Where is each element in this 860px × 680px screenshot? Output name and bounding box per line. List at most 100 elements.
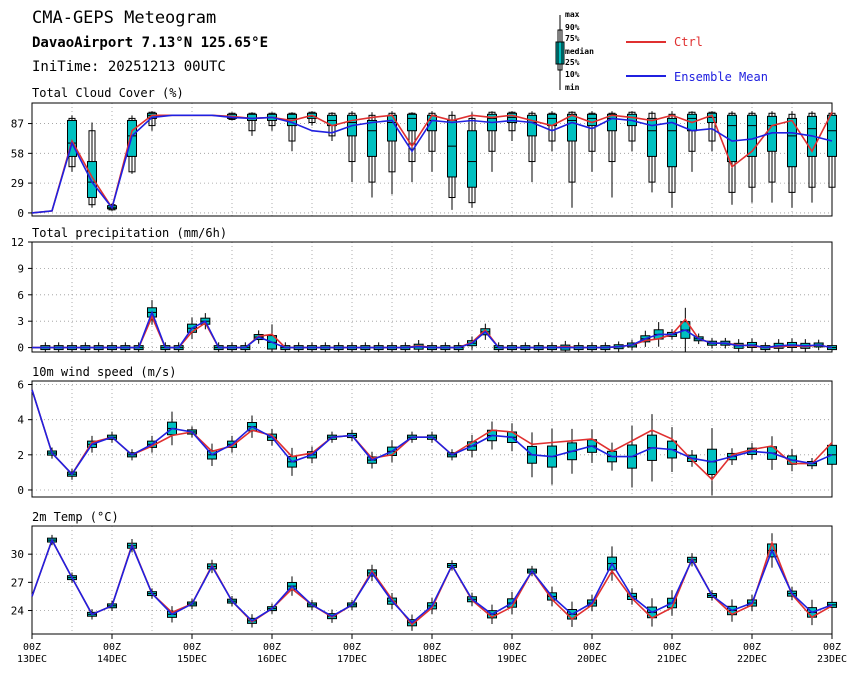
box-iqr: [827, 114, 837, 157]
box-iqr: [427, 114, 437, 132]
box-p10-p90: [288, 112, 296, 142]
y-tick-label: 4: [17, 414, 24, 427]
box-22: [467, 112, 477, 208]
box-2: [67, 115, 77, 172]
box-iqr: [707, 112, 717, 124]
x-tick-date-5: 18DEC: [417, 654, 447, 665]
x-tick-date-9: 22DEC: [737, 654, 767, 665]
x-tick-hour-1: 00Z: [103, 642, 121, 653]
x-tick-date-6: 19DEC: [497, 654, 527, 665]
box-iqr: [607, 113, 617, 132]
legend-inner-box: [557, 29, 563, 71]
box-p10-p90: [688, 111, 696, 152]
box-13: [287, 112, 297, 152]
y-tick-label: 6: [17, 379, 24, 392]
box-p10-p90: [488, 111, 496, 152]
box-iqr: [747, 114, 757, 157]
box-34: [707, 111, 717, 152]
box-iqr: [507, 112, 517, 124]
location-label: DavaoAirport 7.13°N 125.65°E: [32, 35, 268, 51]
x-tick-hour-7: 00Z: [583, 642, 601, 653]
box-iqr: [567, 113, 577, 142]
box-p10-p90: [148, 111, 156, 127]
y-tick-label: 6: [17, 289, 24, 302]
panel-3: 2m Temp (°C) 24 27 30: [11, 510, 837, 635]
mean-line: [32, 310, 833, 349]
x-tick-hour-2: 00Z: [183, 642, 201, 653]
x-tick-hour-6: 00Z: [503, 642, 521, 653]
y-tick-label: 0: [17, 207, 24, 220]
box-29: [607, 111, 617, 198]
legend-ctrl-label: Ctrl: [674, 35, 703, 49]
panel-title-2: 10m wind speed (m/s): [32, 365, 177, 379]
y-tick-label: 9: [17, 262, 24, 275]
box-p10-p90: [708, 111, 716, 142]
panel-title-0: Total Cloud Cover (%): [32, 86, 184, 100]
legend-label-6: min: [565, 82, 580, 92]
x-tick-date-7: 20DEC: [577, 654, 607, 665]
box-p10-p90: [608, 112, 616, 163]
box-36: [747, 111, 757, 203]
panel-2: 10m wind speed (m/s) 0 2 4 6: [17, 365, 837, 498]
y-tick-label: 87: [11, 118, 24, 131]
box-p10-p90: [548, 112, 556, 142]
box-iqr: [407, 113, 417, 132]
y-tick-label: 24: [11, 605, 25, 618]
box-iqr: [87, 161, 97, 199]
box-33: [687, 111, 697, 172]
box-32: [667, 111, 677, 208]
legend-box: [555, 41, 565, 65]
box-p10-p90: [408, 112, 416, 163]
box-iqr: [787, 117, 797, 168]
panel-0: Total Cloud Cover (%) 0 29 58 87: [11, 86, 837, 220]
mean-line: [31, 389, 833, 476]
box-17: [367, 112, 377, 198]
x-tick-hour-0: 00Z: [23, 642, 41, 653]
y-tick-label: 58: [11, 147, 24, 160]
box-12: [267, 112, 277, 131]
box-23: [487, 111, 497, 172]
y-tick-label: 0: [17, 342, 24, 355]
box-39: [807, 111, 817, 203]
box-iqr: [527, 114, 537, 137]
x-tick-date-3: 16DEC: [257, 654, 287, 665]
mean-line: [31, 538, 833, 624]
box-27: [567, 111, 577, 208]
x-tick-date-1: 14DEC: [97, 654, 127, 665]
box-p10-p90: [348, 112, 356, 163]
x-tick-hour-9: 00Z: [743, 642, 761, 653]
legend: max 90% 75% median 25% 10% min Ctrl Ensemble Mea…: [555, 10, 768, 92]
x-tick-date-2: 15DEC: [177, 654, 207, 665]
box-iqr: [367, 119, 377, 157]
box-p10-p90: [428, 112, 436, 152]
box-35: [727, 111, 737, 205]
box-iqr: [647, 117, 657, 157]
y-tick-label: 27: [11, 576, 24, 589]
x-tick-hour-4: 00Z: [343, 642, 361, 653]
panel-title-1: Total precipitation (mm/6h): [32, 226, 227, 240]
box-38: [787, 111, 797, 208]
box-28: [587, 111, 597, 172]
box-iqr: [587, 113, 597, 127]
panel-1: Total precipitation (mm/6h) 0 3 6 9 12: [11, 226, 837, 355]
legend-label-4: 25%: [565, 58, 580, 67]
x-tick-date-0: 13DEC: [17, 654, 47, 665]
mean-line: [31, 114, 833, 214]
box-31: [647, 111, 657, 193]
box-p10-p90: [588, 112, 596, 152]
box-15: [327, 112, 337, 142]
header: CMA-GEPS Meteogram DavaoAirport 7.13°N 1…: [32, 8, 268, 75]
box-p10-p90: [528, 112, 536, 163]
box-iqr: [447, 119, 457, 178]
legend-label-0: max: [565, 10, 580, 19]
x-tick-hour-5: 00Z: [423, 642, 441, 653]
y-tick-label: 0: [17, 484, 24, 497]
y-tick-label: 2: [17, 449, 24, 462]
y-tick-label: 29: [11, 177, 24, 190]
box-11: [247, 112, 257, 136]
legend-label-3: median: [565, 46, 594, 56]
box-p10-p90: [628, 111, 636, 142]
box-p10-p90: [568, 111, 576, 183]
